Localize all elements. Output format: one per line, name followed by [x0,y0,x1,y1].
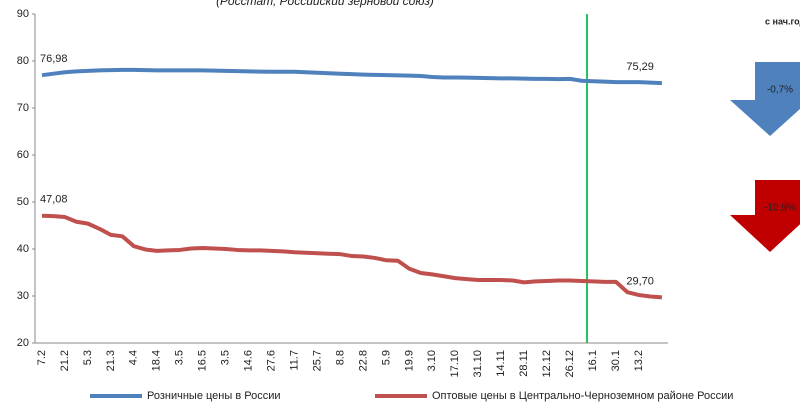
x-tick-label: 5.3 [82,350,94,365]
y-tick-label: 20 [17,337,29,349]
x-tick-label: 26.12 [564,350,576,378]
x-tick-label: 22.8 [357,350,369,371]
x-tick-label: 16.1 [587,350,599,371]
x-tick-label: 31.10 [472,350,484,378]
side-header: с нач.год [765,16,800,26]
y-tick-label: 90 [17,8,29,20]
x-tick-label: 5.9 [380,350,392,365]
x-tick-label: 3.5 [220,350,232,365]
data-label: 76,98 [40,53,68,65]
x-tick-label: 7.2 [36,350,48,365]
x-tick-label: 16.5 [197,350,209,371]
x-tick-label: 19.9 [403,350,415,371]
x-tick-label: 30.1 [610,350,622,371]
y-tick-label: 60 [17,149,29,161]
change-arrow [730,180,800,252]
x-tick-label: 21.2 [59,350,71,371]
y-tick-label: 80 [17,55,29,67]
data-label: 29,70 [626,275,654,287]
chart-title: (Росстат, Российский зерновой союз) [216,0,434,8]
x-tick-label: 17.10 [449,350,461,378]
data-label: 75,29 [626,61,654,73]
y-tick-label: 50 [17,196,29,208]
change-label: -0,7% [767,85,793,96]
x-tick-label: 3.10 [426,350,438,371]
x-tick-label: 18.4 [151,350,163,371]
x-tick-label: 27.6 [266,350,278,371]
x-tick-label: 4.4 [128,350,140,365]
x-tick-label: 28.11 [518,350,530,377]
change-arrow [730,62,800,136]
data-label: 47,08 [40,194,68,206]
legend-label: Розничные цены в России [147,390,281,402]
series-line [41,213,663,300]
x-tick-label: 21.3 [105,350,117,371]
x-tick-label: 13.2 [633,350,645,371]
y-tick-label: 40 [17,243,29,255]
x-tick-label: 11.7 [288,350,300,371]
change-label: -10,9% [764,203,796,214]
y-tick-label: 30 [17,290,29,302]
x-tick-label: 8.8 [334,350,346,365]
x-tick-label: 14.11 [495,350,507,377]
x-tick-label: 25.7 [311,350,323,371]
x-tick-label: 12.12 [541,350,553,378]
y-tick-label: 70 [17,102,29,114]
legend-label: Оптовые цены в Центрально-Черноземном ра… [432,390,733,402]
series-line [41,67,663,86]
x-tick-label: 14.6 [243,350,255,371]
x-tick-label: 3.5 [174,350,186,365]
